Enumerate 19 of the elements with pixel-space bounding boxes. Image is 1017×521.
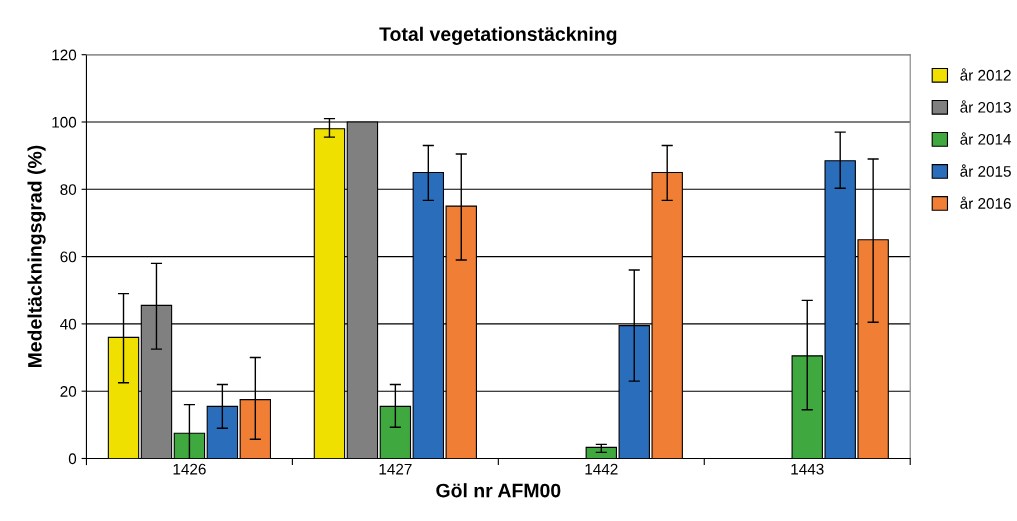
legend-label: år 2013: [960, 100, 1011, 113]
y-tick-label: 120: [52, 49, 77, 61]
legend-label: år 2012: [960, 68, 1011, 81]
chart-title: Total vegetationstäckning: [379, 26, 617, 45]
y-tick-label: 60: [60, 251, 77, 263]
legend-label: år 2015: [960, 164, 1011, 177]
y-tick-label: 40: [60, 318, 77, 330]
x-tick-label: 1442: [585, 463, 618, 475]
legend-label: år 2016: [960, 196, 1011, 209]
x-axis-title: Göl nr AFM00: [436, 483, 561, 498]
y-tick-label: 20: [60, 386, 77, 397]
y-axis-title: Medeltäckningsgrad (%): [27, 145, 46, 368]
x-tick-label: 1443: [791, 463, 824, 475]
y-tick-label: 80: [60, 184, 77, 195]
x-tick-label: 1426: [173, 463, 206, 475]
legend-label: år 2014: [960, 132, 1012, 145]
y-tick-label: 0: [68, 453, 77, 465]
y-tick-label: 100: [52, 116, 77, 128]
x-tick-label: 1427: [379, 463, 412, 475]
